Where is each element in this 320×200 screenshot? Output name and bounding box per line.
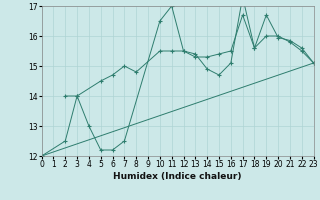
X-axis label: Humidex (Indice chaleur): Humidex (Indice chaleur): [113, 172, 242, 181]
